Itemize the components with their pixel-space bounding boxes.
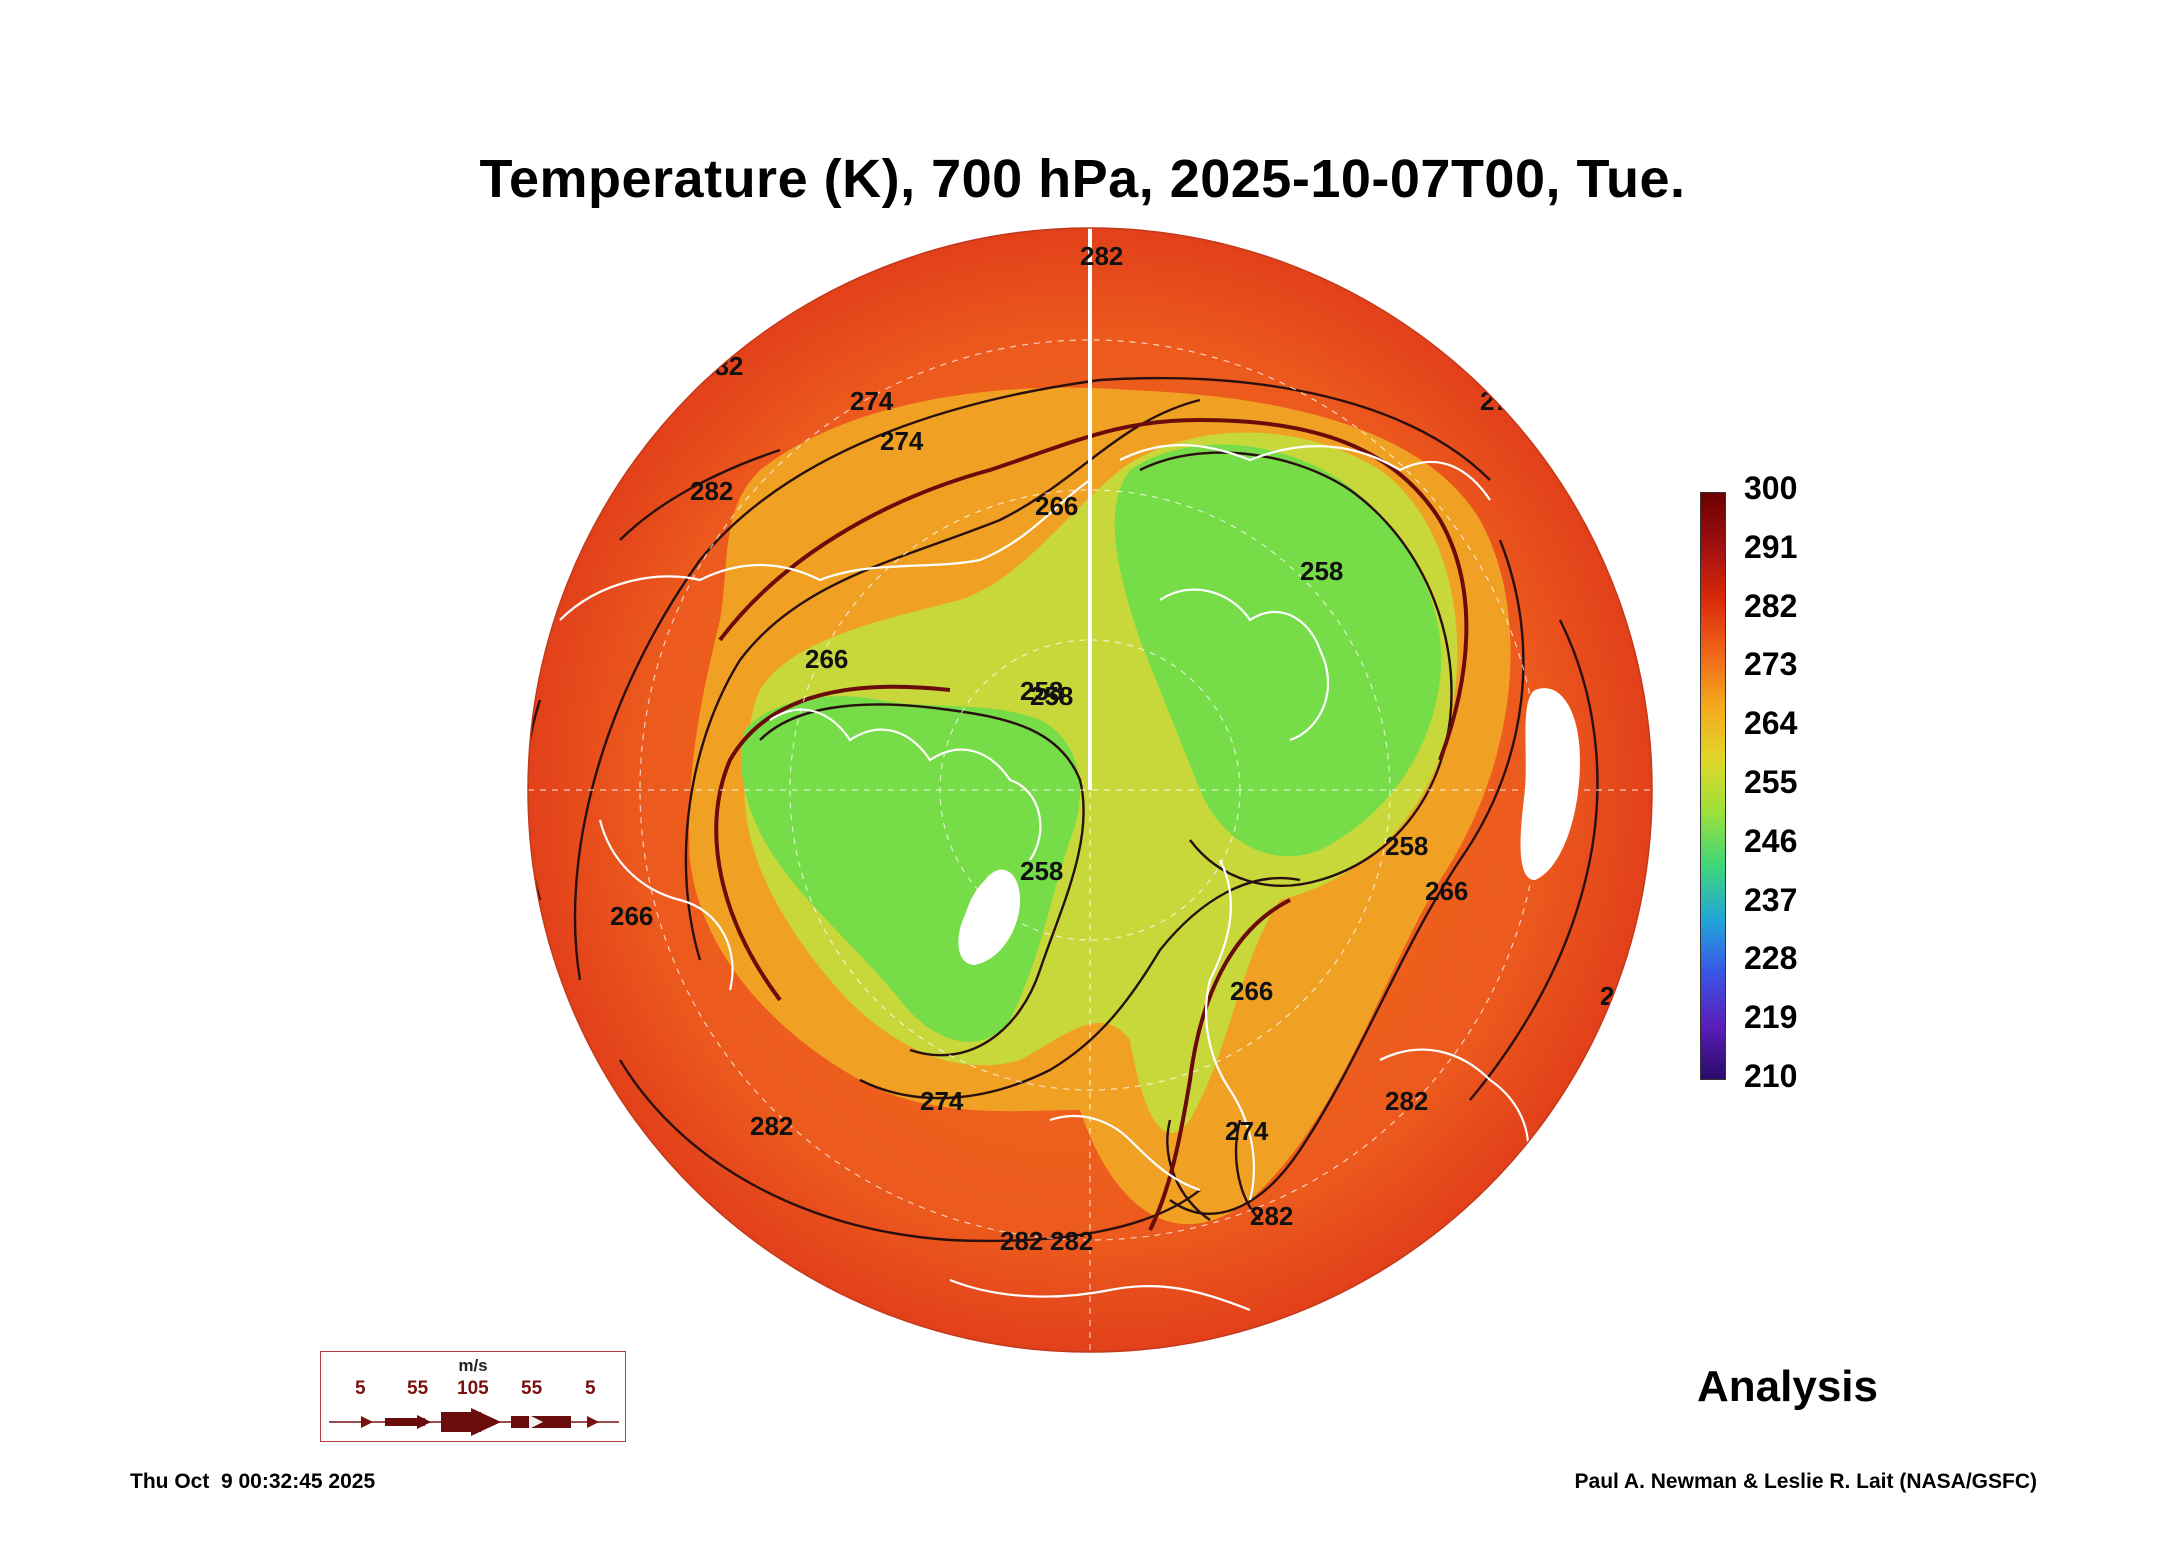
wind-legend-value-3: 105: [457, 1378, 489, 1399]
contour-label: 258: [1030, 681, 1073, 711]
masked-region-tibet: [1520, 688, 1580, 880]
wind-legend-value-1: 5: [355, 1378, 366, 1399]
contour-label: 274: [920, 1086, 964, 1116]
contour-label: 266: [1425, 876, 1468, 906]
contour-label: 266: [610, 901, 653, 931]
wind-legend-value-2: 55: [407, 1378, 429, 1399]
colorbar-tick-210: 210: [1744, 1058, 1798, 1094]
coastlines: [559, 443, 1530, 1312]
contour-label: 258: [1300, 556, 1343, 586]
contour-label: 258: [1020, 676, 1063, 706]
contour-label: 258: [1020, 856, 1063, 886]
colorbar-tick-264: 264: [1744, 705, 1798, 742]
colorbar-tick-228: 228: [1744, 940, 1798, 977]
contour-label: 274: [850, 386, 894, 416]
contour-label: 266: [805, 644, 848, 674]
contour-label: 274: [1600, 981, 1644, 1011]
map-title: Temperature (K), 700 hPa, 2025-10-07T00,…: [479, 149, 1686, 209]
contour-label: 266: [1035, 491, 1078, 521]
temperature-zone-cold-east: [1114, 444, 1442, 857]
colorbar-tick-282: 282: [1744, 587, 1798, 624]
colorbar-tick-291: 291: [1744, 528, 1798, 565]
footer-credit: Paul A. Newman & Leslie R. Lait (NASA/GS…: [1574, 1470, 2037, 1493]
colorbar-tick-237: 237: [1744, 881, 1798, 918]
contour-label: 282: [1000, 1226, 1043, 1256]
contour-label: 274: [1225, 1116, 1269, 1146]
jet-stream-streamlines: [714, 417, 1469, 1231]
wind-legend-value-5: 5: [585, 1378, 596, 1399]
colorbar: [1700, 492, 1726, 1080]
graticule: [528, 228, 1652, 1352]
temperature-zone-cold-west: [741, 696, 1080, 1042]
wind-legend-unit: m/s: [458, 1356, 488, 1375]
contour-label: 266: [1230, 976, 1273, 1006]
contour-label: 274: [1480, 386, 1524, 416]
analysis-label: Analysis: [1697, 1362, 1878, 1411]
colorbar-tick-255: 255: [1744, 764, 1798, 800]
contour-label: 274: [880, 426, 924, 456]
contour-label: 282: [1385, 1086, 1428, 1116]
masked-region-greenland: [958, 869, 1020, 965]
colorbar-tick-273: 273: [1744, 646, 1798, 683]
contour-label: 282: [750, 1111, 793, 1141]
temperature-contours: [528, 376, 1599, 1243]
colorbar-tick-246: 246: [1744, 822, 1798, 859]
globe-outline: [527, 227, 1653, 1353]
wind-legend-value-4: 55: [521, 1378, 543, 1399]
contour-label: 282: [1050, 1226, 1093, 1256]
colorbar-labels: 300 291 282 273 264 255 246 237 228 219 210: [1744, 470, 1864, 1100]
wind-legend-arrow: [329, 1408, 619, 1436]
contour-label: 282: [1080, 241, 1123, 271]
contour-label: 282: [690, 476, 733, 506]
wind-speed-legend: m/s 5 55 105 55 5: [320, 1351, 626, 1442]
contour-label: 258: [1385, 831, 1428, 861]
colorbar-tick-219: 219: [1744, 999, 1798, 1036]
colorbar-tick-300: 300: [1744, 470, 1798, 506]
contour-label: 282: [1250, 1201, 1293, 1231]
footer-timestamp: Thu Oct 9 00:32:45 2025: [130, 1470, 376, 1493]
